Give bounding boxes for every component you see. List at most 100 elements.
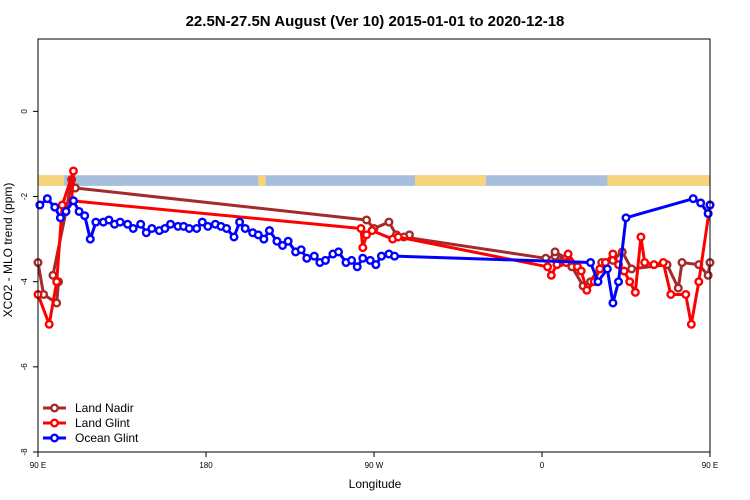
ocean-glint-point	[614, 277, 624, 287]
land-nadir-point	[677, 258, 687, 268]
ocean-glint-point	[203, 221, 213, 231]
land-glint-point	[367, 226, 377, 236]
x-tick-label: 0	[540, 461, 545, 470]
ocean-glint-point	[352, 262, 362, 272]
land-nadir-point	[673, 283, 683, 293]
land-glint-point	[576, 266, 586, 276]
ocean-glint-point	[320, 255, 330, 265]
land-nadir-point	[550, 247, 560, 257]
ocean-glint-point	[136, 219, 146, 229]
ocean-glint-point	[55, 213, 65, 223]
ocean-glint-point	[50, 202, 60, 212]
ocean-glint-point	[166, 219, 176, 229]
ocean-glint-point	[302, 253, 312, 263]
ocean-glint-point	[184, 223, 194, 233]
ocean-glint-point	[272, 236, 282, 246]
map-strip	[38, 175, 710, 186]
ocean-glint-point	[621, 213, 631, 223]
map-land-patch	[415, 175, 486, 186]
ocean-glint-point	[390, 251, 400, 261]
land-glint-point	[68, 166, 78, 176]
map-land-patch	[38, 175, 65, 186]
ocean-glint-point	[309, 251, 319, 261]
legend-marker-land-glint	[50, 418, 60, 428]
map-land-patch	[607, 175, 710, 186]
legend-marker-land-nadir	[50, 403, 60, 413]
ocean-glint-line	[38, 197, 712, 305]
legend-marker-ocean-glint	[50, 433, 60, 443]
y-axis: 0 -2 -4 -6 -8	[20, 109, 38, 456]
ocean-glint-point	[91, 217, 101, 227]
land-glint-point	[582, 285, 592, 295]
ocean-glint-point	[371, 260, 381, 270]
land-nadir-point	[384, 217, 394, 227]
legend-label-land-nadir: Land Nadir	[75, 401, 134, 415]
land-glint-point	[619, 266, 629, 276]
ocean-glint-point	[688, 194, 698, 204]
land-glint-point	[362, 230, 372, 240]
y-tick-label: -2	[20, 192, 29, 200]
ocean-glint-point	[147, 223, 157, 233]
ocean-glint-point	[68, 196, 78, 206]
ocean-glint-point	[128, 223, 138, 233]
y-axis-label: XCO2 - MLO trend (ppm)	[1, 183, 15, 318]
ocean-glint-point	[347, 255, 357, 265]
x-tick-label: 90 W	[365, 461, 384, 470]
x-tick-label: 90 E	[702, 461, 718, 470]
y-tick-label: -8	[20, 448, 29, 456]
land-glint-point	[630, 287, 640, 297]
ocean-glint-point	[160, 223, 170, 233]
series-layer	[33, 166, 715, 329]
land-glint-point	[52, 277, 62, 287]
ocean-glint-point	[240, 223, 250, 233]
ocean-glint-point	[253, 230, 263, 240]
y-tick-label: 0	[20, 109, 29, 114]
y-tick-label: -6	[20, 363, 29, 371]
land-glint-point	[649, 260, 659, 270]
ocean-glint-point	[235, 217, 245, 227]
ocean-glint-point	[593, 277, 603, 287]
ocean-glint-point	[259, 234, 269, 244]
ocean-glint-point	[608, 298, 618, 308]
land-glint-point	[543, 262, 553, 272]
legend-label-ocean-glint: Ocean Glint	[75, 431, 139, 445]
ocean-glint-point	[141, 228, 151, 238]
ocean-glint-point	[278, 240, 288, 250]
map-ocean-band	[38, 175, 710, 186]
legend-label-land-glint: Land Glint	[75, 416, 130, 430]
ocean-glint-point	[74, 206, 84, 216]
ocean-glint-point	[229, 232, 239, 242]
ocean-glint-point	[192, 223, 202, 233]
ocean-glint-point	[104, 215, 114, 225]
land-glint-point	[608, 249, 618, 259]
land-glint-point	[694, 277, 704, 287]
y-tick-label: -4	[20, 278, 29, 286]
land-glint-point	[595, 264, 605, 274]
land-glint-point	[686, 319, 696, 329]
land-nadir-point	[627, 264, 637, 274]
land-glint-point	[356, 223, 366, 233]
ocean-glint-point	[358, 253, 368, 263]
ocean-glint-point	[115, 217, 125, 227]
land-glint-point	[625, 277, 635, 287]
land-glint-point	[393, 232, 403, 242]
map-land-patch	[258, 175, 266, 186]
land-glint-point	[666, 289, 676, 299]
ocean-glint-point	[222, 223, 232, 233]
ocean-glint-point	[264, 226, 274, 236]
land-glint-point	[57, 200, 67, 210]
land-glint-point	[358, 243, 368, 253]
ocean-glint-point	[123, 219, 133, 229]
ocean-glint-point	[602, 264, 612, 274]
land-glint-point	[563, 249, 573, 259]
ocean-glint-point	[197, 217, 207, 227]
ocean-glint-point	[365, 255, 375, 265]
ocean-glint-point	[696, 198, 706, 208]
land-nadir-point	[362, 215, 372, 225]
ocean-glint-point	[283, 236, 293, 246]
ocean-glint-point	[296, 245, 306, 255]
land-glint-point	[546, 270, 556, 280]
land-glint-point	[681, 289, 691, 299]
land-glint-point	[640, 258, 650, 268]
x-axis-label: Longitude	[349, 477, 402, 491]
